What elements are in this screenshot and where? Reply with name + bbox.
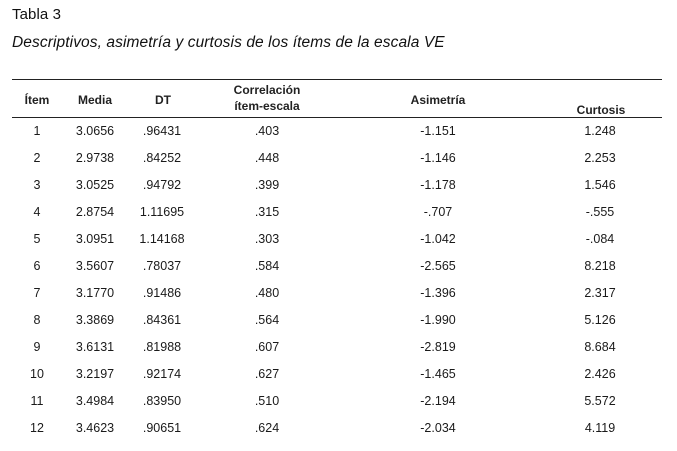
- cell-dt: .94792: [142, 178, 182, 192]
- cell-curtosis: -.084: [585, 232, 615, 246]
- table-row: 10 3.2197 .92174 .627 -1.465 2.426: [0, 367, 677, 394]
- cell-media: 3.5607: [75, 259, 115, 273]
- cell-dt: 1.11695: [139, 205, 185, 219]
- cell-curtosis: 4.119: [584, 421, 616, 435]
- table-row: 7 3.1770 .91486 .480 -1.396 2.317: [0, 286, 677, 313]
- cell-correlacion: .510: [254, 394, 280, 408]
- cell-curtosis: 5.572: [584, 394, 616, 408]
- cell-correlacion: .564: [254, 313, 280, 327]
- cell-item: 12: [30, 421, 44, 435]
- top-rule: [12, 79, 662, 80]
- cell-curtosis: 1.546: [584, 178, 616, 192]
- table-row: 4 2.8754 1.11695 .315 -.707 -.555: [0, 205, 677, 232]
- table-row: 6 3.5607 .78037 .584 -2.565 8.218: [0, 259, 677, 286]
- table-row: 3 3.0525 .94792 .399 -1.178 1.546: [0, 178, 677, 205]
- cell-dt: .78037: [142, 259, 182, 273]
- cell-item: 9: [33, 340, 41, 354]
- cell-item: 3: [33, 178, 41, 192]
- cell-dt: .84252: [142, 151, 182, 165]
- cell-correlacion: .607: [254, 340, 280, 354]
- table-row: 11 3.4984 .83950 .510 -2.194 5.572: [0, 394, 677, 421]
- cell-asimetria: -2.034: [420, 421, 456, 435]
- cell-curtosis: 2.253: [584, 151, 616, 165]
- header-correlacion: Correlación ítem-escala: [234, 82, 301, 114]
- cell-dt: .83950: [142, 394, 182, 408]
- cell-item: 4: [33, 205, 41, 219]
- cell-correlacion: .448: [254, 151, 280, 165]
- cell-curtosis: 8.684: [584, 340, 616, 354]
- cell-item: 6: [33, 259, 41, 273]
- cell-correlacion: .584: [254, 259, 280, 273]
- cell-media: 3.6131: [75, 340, 115, 354]
- cell-dt: .84361: [142, 313, 182, 327]
- cell-correlacion: .303: [254, 232, 280, 246]
- cell-correlacion: .315: [254, 205, 280, 219]
- table-row: 1 3.0656 .96431 .403 -1.151 1.248: [0, 124, 677, 151]
- cell-media: 3.4984: [75, 394, 115, 408]
- cell-media: 3.1770: [75, 286, 115, 300]
- table-row: 2 2.9738 .84252 .448 -1.146 2.253: [0, 151, 677, 178]
- cell-correlacion: .480: [254, 286, 280, 300]
- header-rule: [12, 117, 662, 118]
- cell-asimetria: -2.565: [420, 259, 456, 273]
- cell-curtosis: 2.426: [584, 367, 616, 381]
- header-curtosis: Curtosis: [576, 103, 626, 117]
- cell-item: 8: [33, 313, 41, 327]
- cell-correlacion: .627: [254, 367, 280, 381]
- cell-item: 7: [33, 286, 41, 300]
- cell-asimetria: -1.042: [420, 232, 456, 246]
- cell-media: 3.0525: [75, 178, 115, 192]
- cell-dt: .90651: [142, 421, 182, 435]
- cell-dt: .92174: [142, 367, 182, 381]
- header-asimetria: Asimetría: [410, 93, 466, 107]
- cell-correlacion: .399: [254, 178, 280, 192]
- cell-asimetria: -.707: [423, 205, 453, 219]
- cell-item: 2: [33, 151, 41, 165]
- cell-media: 3.0656: [75, 124, 115, 138]
- cell-media: 3.2197: [75, 367, 115, 381]
- cell-item: 5: [33, 232, 41, 246]
- cell-media: 2.9738: [75, 151, 115, 165]
- cell-asimetria: -1.990: [420, 313, 456, 327]
- cell-media: 2.8754: [75, 205, 115, 219]
- cell-media: 3.4623: [75, 421, 115, 435]
- cell-item: 11: [30, 394, 44, 408]
- table-row: 5 3.0951 1.14168 .303 -1.042 -.084: [0, 232, 677, 259]
- cell-item: 1: [33, 124, 41, 138]
- cell-media: 3.3869: [75, 313, 115, 327]
- table-row: 9 3.6131 .81988 .607 -2.819 8.684: [0, 340, 677, 367]
- cell-curtosis: 5.126: [584, 313, 616, 327]
- header-dt: DT: [155, 93, 171, 107]
- cell-dt: 1.14168: [139, 232, 185, 246]
- cell-asimetria: -1.146: [420, 151, 456, 165]
- cell-asimetria: -1.178: [420, 178, 456, 192]
- table-caption: Descriptivos, asimetría y curtosis de lo…: [12, 34, 445, 51]
- cell-asimetria: -2.194: [420, 394, 456, 408]
- cell-curtosis: -.555: [585, 205, 615, 219]
- cell-media: 3.0951: [75, 232, 115, 246]
- cell-asimetria: -1.465: [420, 367, 456, 381]
- cell-asimetria: -1.151: [420, 124, 456, 138]
- cell-correlacion: .624: [254, 421, 280, 435]
- header-correlacion-line2: ítem-escala: [234, 99, 300, 113]
- cell-asimetria: -1.396: [420, 286, 456, 300]
- header-item: Ítem: [24, 93, 50, 107]
- header-media: Media: [77, 93, 113, 107]
- table-row: 8 3.3869 .84361 .564 -1.990 5.126: [0, 313, 677, 340]
- cell-dt: .81988: [142, 340, 182, 354]
- cell-asimetria: -2.819: [420, 340, 456, 354]
- cell-dt: .91486: [142, 286, 182, 300]
- cell-curtosis: 1.248: [584, 124, 616, 138]
- cell-item: 10: [30, 367, 44, 381]
- cell-curtosis: 8.218: [584, 259, 616, 273]
- cell-correlacion: .403: [254, 124, 280, 138]
- table-label: Tabla 3: [12, 6, 62, 23]
- header-correlacion-line1: Correlación: [233, 83, 301, 97]
- cell-curtosis: 2.317: [584, 286, 616, 300]
- table-row: 12 3.4623 .90651 .624 -2.034 4.119: [0, 421, 677, 448]
- cell-dt: .96431: [142, 124, 182, 138]
